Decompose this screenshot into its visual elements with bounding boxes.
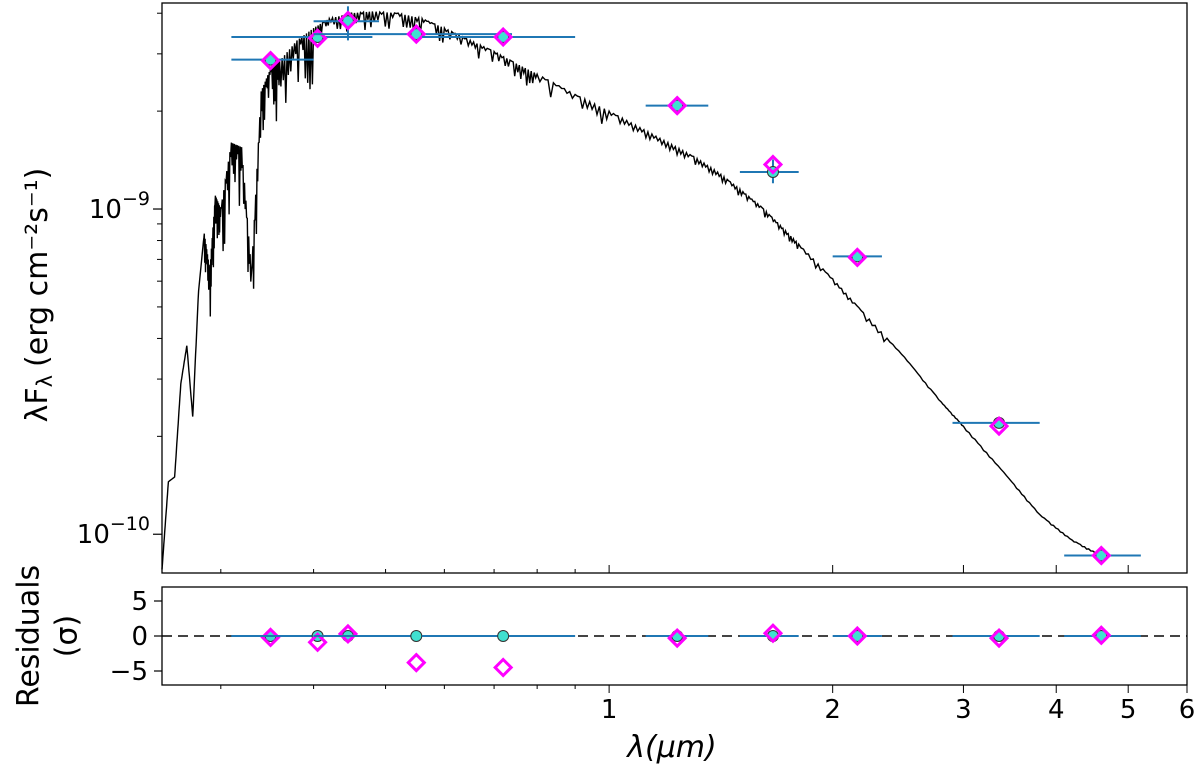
photometry-model-point <box>406 23 427 45</box>
residual-model-point <box>260 627 281 648</box>
x-tick-label: 1 <box>601 695 618 725</box>
photometry-observed-point <box>410 28 423 41</box>
residual-observed-point <box>851 630 864 642</box>
x-tick-label: 2 <box>824 695 841 725</box>
residual-points <box>231 623 1141 678</box>
sed-plot-frame <box>161 2 1188 574</box>
sed-y-axis-units: (erg cm⁻²s⁻¹) <box>20 168 55 367</box>
photometry-model-point <box>307 28 328 49</box>
sed-y-axis-symbol: λF <box>20 387 55 422</box>
residual-observed-point <box>497 630 510 642</box>
residual-y-tick-label: 0 <box>131 622 148 652</box>
residual-model-point <box>667 627 688 649</box>
x-axis-label: λ(μm) <box>625 730 716 765</box>
residuals-y-axis-label: Residuals <box>12 565 47 707</box>
residual-y-tick-label: −5 <box>110 657 148 687</box>
photometry-model-point <box>260 50 281 71</box>
photometry-model-point <box>847 247 868 268</box>
residual-model-point <box>847 625 868 647</box>
residual-observed-point <box>410 630 423 642</box>
residual-model-point <box>1091 625 1112 646</box>
x-tick-label: 6 <box>1179 695 1196 725</box>
photometry-model-point <box>337 10 359 31</box>
photometry-observed-point <box>497 31 510 44</box>
residuals-y-tick-labels: 5 0 −5 <box>110 587 162 687</box>
residual-model-point <box>493 657 514 678</box>
sed-y-tick-label: 10−9 <box>89 188 150 225</box>
x-tick-label: 4 <box>1048 695 1065 725</box>
x-tick-label: 3 <box>955 695 972 725</box>
sed-y-tick-labels: 10−9 10−10 <box>77 188 162 550</box>
photometry-observed-point <box>1095 549 1108 562</box>
photometry-observed-point <box>671 99 684 112</box>
residual-model-point <box>406 652 427 673</box>
residuals-y-axis-label-sigma: (σ) <box>50 615 85 657</box>
sed-y-tick-label: 10−10 <box>77 513 150 550</box>
photometry-model-point <box>988 416 1010 437</box>
sed-photometry-points <box>231 6 1141 566</box>
residual-model-point <box>988 627 1010 649</box>
sed-y-axis-label: λFλ (erg cm⁻²s⁻¹) <box>20 168 58 423</box>
residuals-panel: 5 0 −5 1 2 3 4 5 6 Residuals (σ) λ(μm) <box>12 565 1196 765</box>
photometry-model-point <box>762 154 784 175</box>
residual-model-point <box>762 623 784 644</box>
residual-model-point <box>337 623 359 645</box>
photometry-model-point <box>1091 545 1112 566</box>
model-spectrum-line <box>161 10 1102 570</box>
sed-panel: 10−9 10−10 λFλ (erg cm⁻²s⁻¹) <box>20 2 1188 574</box>
sed-ticks <box>157 12 1188 573</box>
sed-y-axis-subscript: λ <box>33 375 57 387</box>
residual-y-tick-label: 5 <box>131 587 148 617</box>
residual-model-point <box>307 632 328 653</box>
x-tick-label: 5 <box>1120 695 1137 725</box>
photometry-model-point <box>493 26 514 48</box>
x-tick-labels: 1 2 3 4 5 6 <box>220 685 1196 725</box>
photometry-model-point <box>667 95 688 116</box>
